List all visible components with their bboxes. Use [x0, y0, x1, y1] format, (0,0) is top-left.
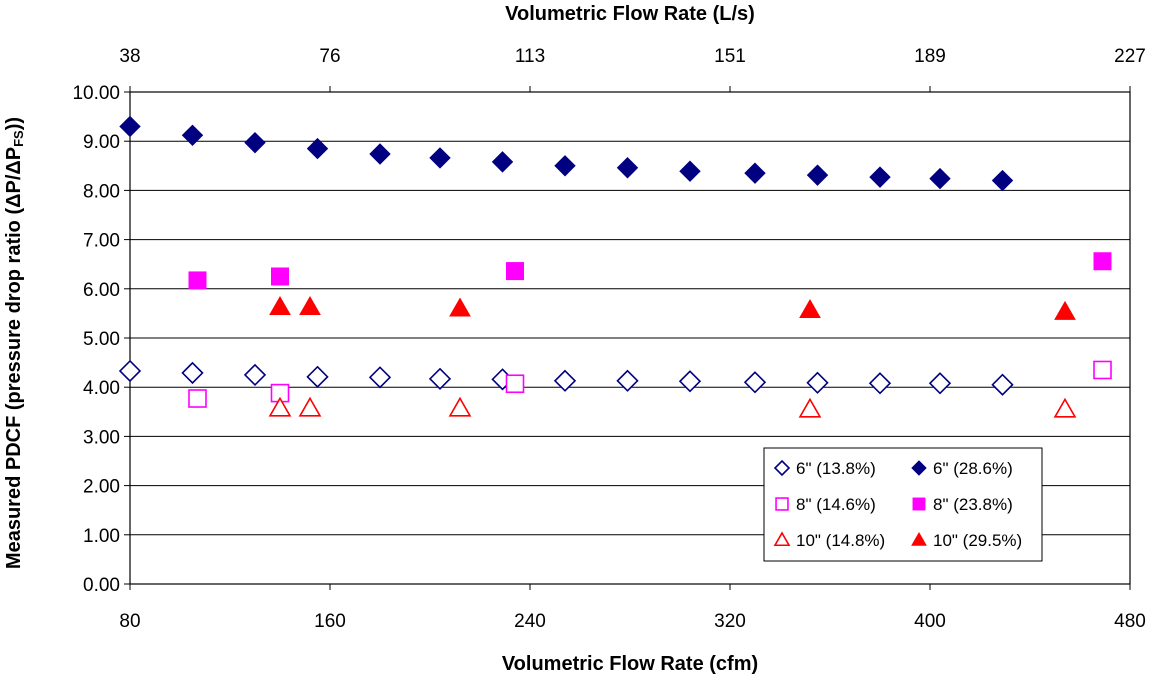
- x-tick-label: 160: [314, 611, 346, 632]
- y-tick-label: 7.00: [83, 231, 120, 252]
- diamond-point: [928, 372, 952, 395]
- diamond-point: [744, 162, 766, 184]
- series-group: [119, 115, 1014, 192]
- x2-tick-label: 113: [515, 46, 545, 67]
- triangle-point: [299, 295, 321, 316]
- diamond-point: [991, 169, 1014, 192]
- legend-label: 6" (13.8%): [796, 459, 876, 478]
- legend: 6" (13.8%) 6" (28.6%) 8" (14.6%) 8" (23.8%)…: [763, 447, 1043, 562]
- diamond-point: [616, 369, 639, 392]
- axis-ticks: 0.00 1.00 2.00 3.00 4.00 5.00 6.00 7.00 8.00 9.00…: [72, 46, 1145, 632]
- diamond-point: [243, 363, 267, 387]
- y-axis-label-main: Measured PDCF (pressure drop ratio (ΔP/Δ…: [3, 147, 25, 569]
- diamond-point: [491, 151, 514, 173]
- diamond-point: [554, 155, 576, 177]
- triangle-point: [269, 295, 291, 316]
- top-x-axis-label: Volumetric Flow Rate (L/s): [505, 3, 755, 25]
- triangle-point: [798, 397, 822, 418]
- diamond-point: [616, 157, 639, 179]
- y-axis-label: Measured PDCF (pressure drop ratio (ΔP/Δ…: [3, 117, 26, 569]
- legend-label: 6" (28.6%): [933, 459, 1013, 478]
- diamond-point: [119, 115, 141, 138]
- legend-label: 10" (29.5%): [933, 531, 1022, 550]
- diamond-point: [678, 370, 702, 393]
- diamond-point: [181, 124, 204, 147]
- triangle-point: [448, 396, 472, 417]
- diamond-point: [429, 147, 451, 169]
- legend-marker: [911, 531, 927, 546]
- x2-tick-label: 38: [119, 46, 140, 67]
- square-point: [505, 374, 525, 394]
- legend-marker: [911, 460, 927, 476]
- legend-label: 8" (23.8%): [933, 495, 1013, 514]
- x2-tick-label: 189: [914, 46, 946, 67]
- x-tick-label: 240: [514, 611, 546, 632]
- diamond-point: [991, 373, 1014, 396]
- square-point: [188, 271, 207, 290]
- y-tick-label: 10.00: [72, 83, 120, 104]
- series-group: [118, 359, 1014, 396]
- y-tick-label: 5.00: [83, 329, 120, 350]
- x2-tick-label: 151: [714, 46, 746, 67]
- diamond-point: [368, 366, 392, 389]
- series-group: [268, 396, 1077, 418]
- diamond-point: [428, 367, 452, 390]
- square-point: [1093, 252, 1112, 271]
- y-tick-label: 9.00: [83, 132, 120, 153]
- diamond-point: [118, 359, 142, 383]
- square-point: [271, 267, 289, 286]
- diamond-point: [553, 369, 577, 392]
- triangle-point: [268, 396, 292, 417]
- legend-box: [763, 447, 1043, 562]
- triangle-point: [1054, 300, 1076, 320]
- y-tick-label: 3.00: [83, 427, 120, 448]
- data-points: [118, 115, 1112, 418]
- gridlines: [130, 140, 1130, 536]
- diamond-point: [306, 365, 329, 388]
- diamond-point: [868, 372, 892, 395]
- series-group: [188, 252, 1112, 290]
- triangle-point: [449, 297, 471, 317]
- square-point: [1093, 360, 1112, 380]
- triangle-point: [799, 298, 821, 318]
- triangle-point: [1053, 397, 1077, 418]
- diamond-point: [181, 361, 204, 385]
- x2-tick-label: 76: [319, 46, 340, 67]
- diamond-point: [806, 371, 829, 394]
- legend-marker: [773, 459, 791, 477]
- x-tick-label: 480: [1114, 611, 1146, 632]
- legend-marker: [775, 497, 789, 511]
- y-tick-label: 6.00: [83, 280, 120, 301]
- legend-marker: [773, 531, 791, 547]
- diamond-point: [929, 167, 951, 190]
- y-tick-label: 8.00: [83, 181, 120, 202]
- triangle-point: [298, 396, 322, 417]
- square-point: [506, 262, 524, 281]
- square-point: [188, 389, 207, 408]
- y-tick-label: 0.00: [83, 575, 120, 596]
- diamond-point: [869, 166, 891, 188]
- diamond-point: [244, 131, 266, 154]
- x-tick-label: 400: [914, 611, 946, 632]
- x-axis-label: Volumetric Flow Rate (cfm): [502, 653, 758, 675]
- series-group: [269, 295, 1076, 320]
- diamond-point: [369, 143, 391, 165]
- x-tick-label: 320: [714, 611, 746, 632]
- y-axis-label-subscript: FS: [11, 130, 26, 147]
- legend-label: 8" (14.6%): [796, 495, 876, 514]
- x2-tick-label: 227: [1114, 46, 1146, 67]
- y-tick-label: 2.00: [83, 477, 120, 498]
- diamond-point: [679, 160, 701, 182]
- diamond-point: [306, 137, 329, 160]
- diamond-point: [806, 164, 829, 186]
- diamond-point: [743, 371, 767, 394]
- legend-marker: [912, 497, 926, 511]
- series-group: [188, 360, 1112, 408]
- x-tick-label: 80: [119, 611, 140, 632]
- legend-label: 10" (14.8%): [796, 531, 885, 550]
- y-tick-label: 1.00: [83, 526, 120, 547]
- y-tick-label: 4.00: [83, 378, 120, 399]
- y-axis-label-end: )): [3, 117, 25, 130]
